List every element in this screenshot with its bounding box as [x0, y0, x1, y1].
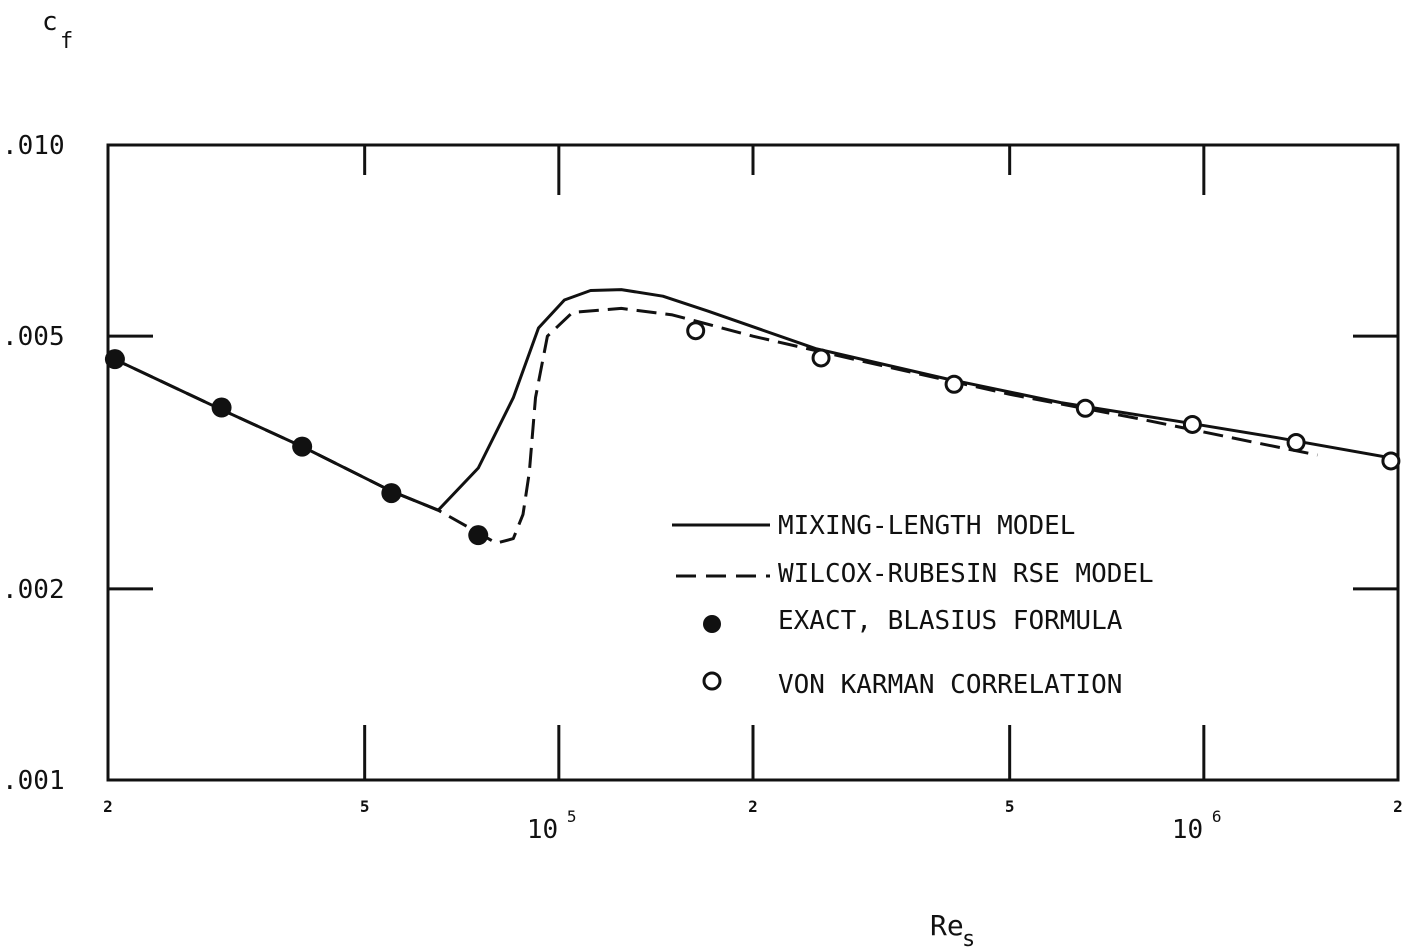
legend-marker-von-karman [702, 671, 722, 691]
y-tick-label: .001 [2, 766, 65, 796]
point-blasius [104, 349, 125, 370]
x-axis-label: Re [930, 909, 964, 942]
x-minor-tick-label: 5 [360, 797, 370, 816]
x-major-tick-label-base: 10 [1172, 815, 1203, 845]
legend-marker-blasius [703, 615, 721, 633]
legend: MIXING-LENGTH MODEL WILCOX-RUBESIN RSE M… [672, 511, 1154, 700]
point-von-karman [811, 348, 831, 368]
point-von-karman [1286, 433, 1306, 453]
legend-label-von-karman: VON KARMAN CORRELATION [778, 670, 1122, 700]
y-tick-label: .010 [2, 131, 65, 161]
y-axis-label: c [42, 7, 58, 37]
point-von-karman [686, 321, 706, 341]
x-minor-tick-label: 2 [103, 797, 113, 816]
x-major-tick-label-base: 10 [527, 815, 558, 845]
x-minor-tick-label: 2 [1393, 797, 1403, 816]
y-axis-label-subscript: f [60, 29, 73, 54]
series-line-wilcox-rubesin [107, 306, 1318, 545]
point-blasius [468, 525, 489, 546]
legend-label-wilcox-rubesin: WILCOX-RUBESIN RSE MODEL [778, 559, 1154, 589]
point-blasius [292, 436, 313, 457]
point-von-karman [1075, 398, 1095, 418]
point-blasius [211, 397, 232, 418]
series-markers [104, 321, 1401, 546]
legend-label-blasius: EXACT, BLASIUS FORMULA [778, 606, 1123, 636]
point-von-karman [944, 374, 964, 394]
point-blasius [381, 483, 402, 504]
plot-frame [106, 143, 1400, 782]
series-line-mixing-length [107, 288, 1399, 512]
series-lines [107, 288, 1399, 545]
legend-label-mixing-length: MIXING-LENGTH MODEL [778, 511, 1075, 541]
x-minor-tick-label: 5 [1005, 797, 1015, 816]
y-tick-label: .002 [2, 575, 65, 605]
point-von-karman [1381, 451, 1401, 471]
x-major-tick-label-exponent: 6 [1212, 807, 1222, 826]
y-tick-label: .005 [2, 322, 65, 352]
x-minor-tick-label: 2 [748, 797, 758, 816]
x-axis-label-subscript: s [962, 927, 975, 948]
axis-ticks: .010 .005 .002 .001 2 5 2 5 2 10 5 10 6 [2, 131, 1403, 845]
x-major-tick-label-exponent: 5 [567, 807, 577, 826]
point-von-karman [1182, 414, 1202, 434]
